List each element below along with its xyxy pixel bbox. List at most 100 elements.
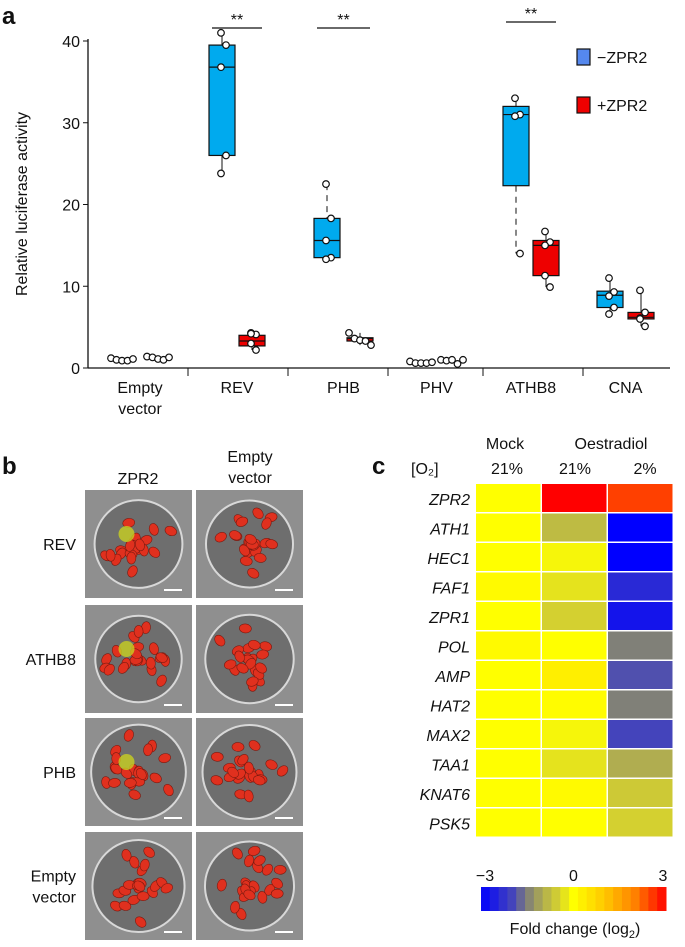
chloroplast <box>128 789 141 800</box>
colorbar-segment <box>648 887 658 911</box>
chloroplast <box>243 889 256 901</box>
heatmap-cell <box>476 690 541 719</box>
heatmap-cell <box>542 779 607 807</box>
heatmap-cell <box>608 661 673 689</box>
column-label-empty-vector: vector <box>228 470 272 487</box>
colorbar-label-subscript: 2 <box>629 929 635 941</box>
gene-label: HEC1 <box>427 551 470 568</box>
data-point <box>511 112 519 121</box>
gene-label: AMP <box>434 669 470 686</box>
colorbar-segment <box>577 887 588 911</box>
data-point <box>322 236 330 245</box>
gene-label: POL <box>438 639 470 656</box>
chloroplast <box>216 878 227 892</box>
legend-label: +ZPR2 <box>597 98 647 115</box>
colorbar-segment <box>604 887 614 911</box>
chloroplast <box>247 845 261 856</box>
chloroplast <box>139 858 150 872</box>
heatmap-cell <box>476 720 541 748</box>
chloroplast <box>125 539 136 552</box>
colorbar-segment <box>657 887 667 911</box>
chloroplast <box>236 663 249 674</box>
gene-label: ZPR1 <box>428 610 470 627</box>
chloroplast <box>256 649 269 660</box>
chloroplast <box>255 662 267 674</box>
data-point <box>361 337 370 345</box>
y-tick-label: 20 <box>62 198 80 215</box>
box-plot: Relative luciferase activity 0 10 20 30 40 Em… <box>14 6 670 418</box>
data-point <box>641 308 649 317</box>
y-tick-label: 0 <box>71 361 80 378</box>
legend: −ZPR2 +ZPR2 <box>576 48 647 115</box>
chloroplast <box>271 877 283 889</box>
colorbar-segment <box>525 887 535 911</box>
gene-label: FAF1 <box>432 580 470 597</box>
column-label: 21% <box>559 461 591 478</box>
chloroplast <box>124 778 137 788</box>
chloroplast <box>253 855 266 866</box>
chloroplast <box>273 864 287 875</box>
data-point <box>165 353 173 362</box>
heatmap-cell <box>476 749 541 778</box>
data-point <box>546 283 554 291</box>
chloroplast <box>143 846 155 858</box>
chloroplast <box>135 916 147 928</box>
heatmap-cell <box>608 572 673 601</box>
data-point <box>322 255 330 264</box>
data-point <box>541 241 549 250</box>
chloroplast <box>164 525 177 537</box>
chloroplast <box>160 883 173 894</box>
row-header-o2: [O₂] <box>411 461 439 478</box>
colorbar-segment <box>533 887 544 911</box>
chloroplast <box>133 880 146 892</box>
chloroplast <box>248 740 261 751</box>
heatmap-cell <box>608 749 673 778</box>
colorbar-segment <box>595 887 605 911</box>
significance-label: ** <box>231 12 243 29</box>
y-tick-label: 30 <box>62 116 80 133</box>
heatmap-cell <box>476 808 541 837</box>
chloroplast <box>252 507 264 520</box>
heatmap-cell <box>608 602 673 630</box>
heatmap-cell <box>542 749 607 778</box>
heatmap-cell <box>476 602 541 630</box>
chloroplast <box>158 753 171 763</box>
data-point <box>641 322 649 331</box>
chloroplast <box>163 784 174 797</box>
heatmap-cell <box>608 484 673 512</box>
chloroplast <box>126 551 137 565</box>
data-point <box>541 227 549 236</box>
chloroplast <box>229 530 242 541</box>
chloroplast <box>148 523 159 536</box>
gene-label: PSK5 <box>429 816 470 833</box>
colorbar-label-end: ) <box>635 921 640 938</box>
heatmap: Mock Oestradiol [O₂] 21% 21% 2% ZPR2 ATH1 HEC1 FA… <box>411 436 673 941</box>
x-tick-label: vector <box>118 401 162 418</box>
colorbar-segment <box>507 887 517 911</box>
chloroplast <box>265 539 278 550</box>
chloroplast <box>244 854 255 868</box>
chloroplast <box>246 676 259 687</box>
chloroplast <box>270 888 284 899</box>
heatmap-cell <box>542 631 607 660</box>
column-group-mock: Mock <box>486 436 525 453</box>
chloroplast <box>253 553 267 563</box>
data-point <box>217 28 225 37</box>
colorbar-tick-label: 0 <box>569 868 578 885</box>
chloroplast <box>243 789 254 803</box>
colorbar-segment <box>481 887 491 911</box>
colorbar-label: Fold change (log2) <box>510 921 641 941</box>
colorbar-segment <box>542 887 552 911</box>
heatmap-cell <box>542 484 607 512</box>
gene-label: KNAT6 <box>420 787 470 804</box>
heatmap-cell <box>542 513 607 542</box>
data-point <box>345 328 353 337</box>
data-point <box>222 151 230 160</box>
chloroplast <box>230 900 240 914</box>
chloroplast <box>148 546 161 558</box>
chloroplast <box>118 900 132 911</box>
row-label: REV <box>43 537 76 554</box>
colorbar-segment <box>551 887 561 911</box>
heatmap-cell <box>542 690 607 719</box>
colorbar-segment <box>639 887 649 911</box>
